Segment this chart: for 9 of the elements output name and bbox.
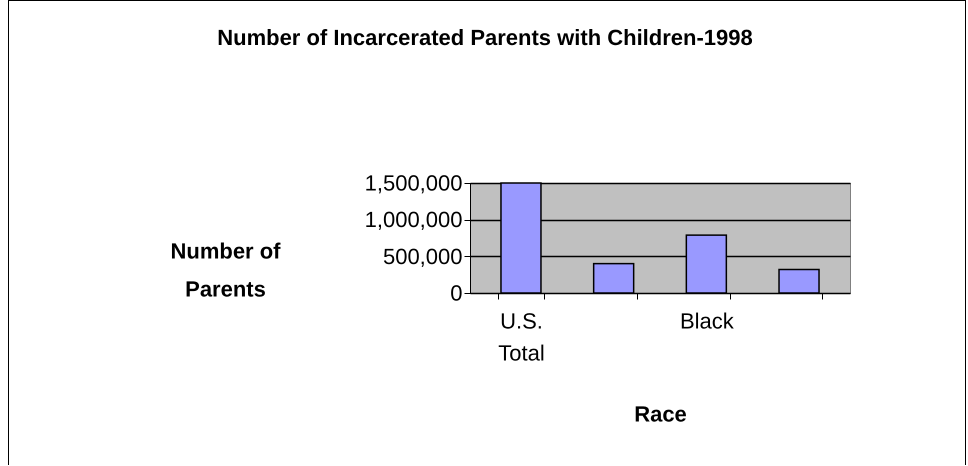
y-tick-label: 0 <box>450 280 462 306</box>
y-axis-title: Number of Parents <box>170 238 282 302</box>
y-tick-label: 1,000,000 <box>364 207 462 232</box>
x-axis-title: Race <box>634 402 687 426</box>
y-tick-label: 500,000 <box>382 244 462 269</box>
x-tick-label: U.S. Total <box>498 308 545 366</box>
x-tick-label: Black <box>680 308 735 334</box>
chart-title: Number of Incarcerated Parents with Children-1998 <box>217 25 753 50</box>
y-tick-label: 1,500,000 <box>364 170 462 196</box>
